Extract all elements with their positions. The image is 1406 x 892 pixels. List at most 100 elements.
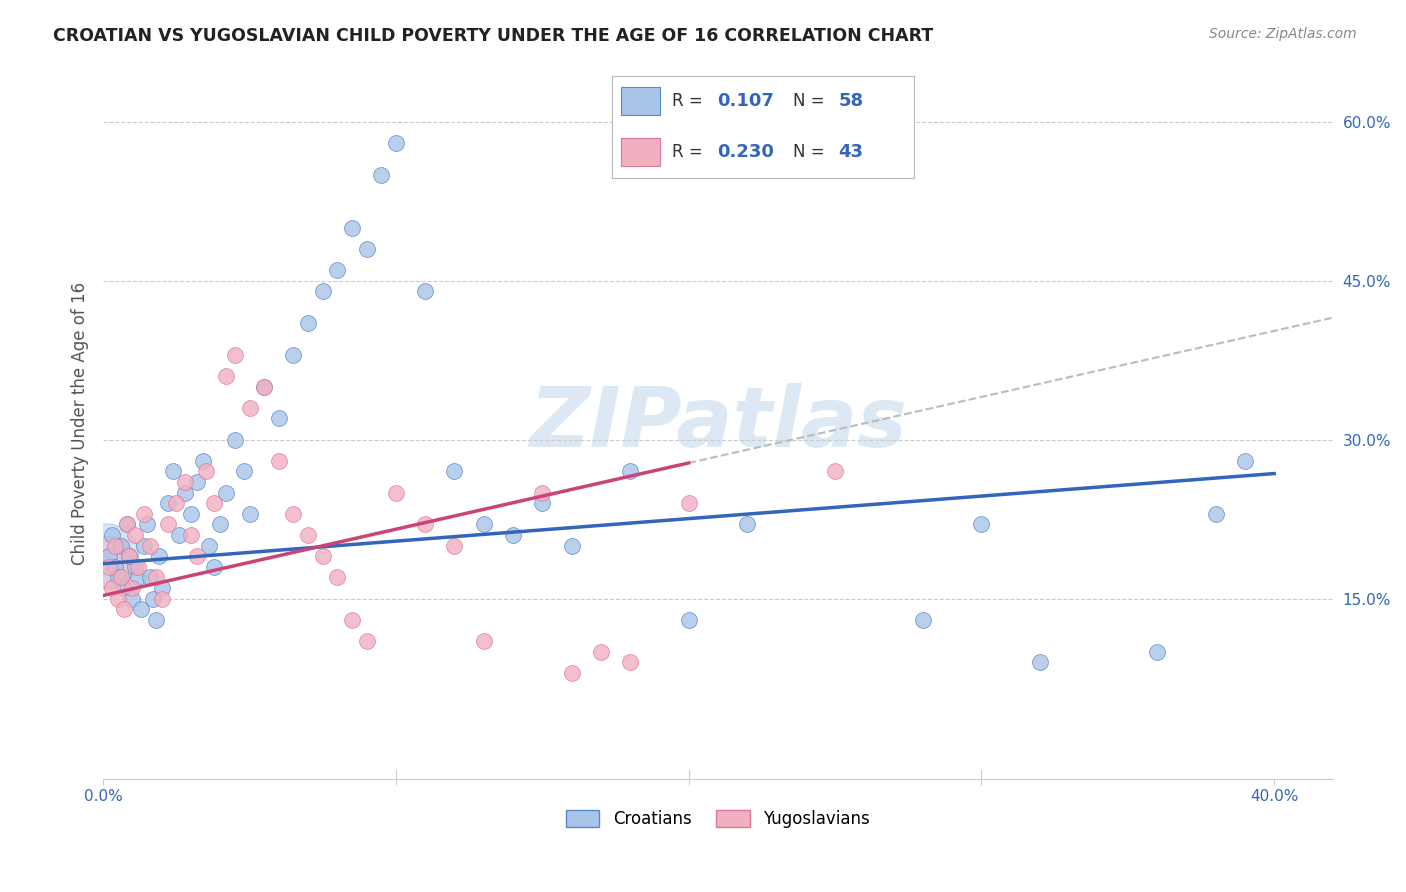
Point bbox=[283, 507, 305, 521]
Point bbox=[267, 454, 290, 468]
Point bbox=[134, 539, 156, 553]
Point bbox=[1146, 645, 1168, 659]
Point bbox=[356, 242, 378, 256]
Point bbox=[413, 517, 436, 532]
Point bbox=[561, 539, 583, 553]
Point bbox=[340, 220, 363, 235]
Point bbox=[224, 433, 246, 447]
Point bbox=[124, 528, 146, 542]
Point bbox=[238, 507, 260, 521]
Text: N =: N = bbox=[793, 144, 830, 161]
Point bbox=[124, 559, 146, 574]
Point bbox=[619, 655, 641, 669]
Point bbox=[678, 496, 700, 510]
Point bbox=[174, 475, 197, 489]
Point bbox=[443, 539, 465, 553]
Point bbox=[312, 549, 335, 564]
Text: Source: ZipAtlas.com: Source: ZipAtlas.com bbox=[1209, 27, 1357, 41]
Point bbox=[191, 454, 214, 468]
Point bbox=[98, 555, 121, 569]
Point bbox=[186, 549, 208, 564]
Point bbox=[197, 539, 219, 553]
Point bbox=[312, 284, 335, 298]
Point bbox=[735, 517, 758, 532]
Point bbox=[194, 465, 217, 479]
Point bbox=[202, 559, 225, 574]
Y-axis label: Child Poverty Under the Age of 16: Child Poverty Under the Age of 16 bbox=[72, 282, 89, 566]
Point bbox=[1205, 507, 1227, 521]
Point bbox=[101, 581, 124, 595]
Bar bbox=[620, 138, 659, 166]
Point bbox=[121, 591, 143, 606]
Text: R =: R = bbox=[672, 144, 709, 161]
Point bbox=[145, 570, 167, 584]
Point bbox=[1233, 454, 1256, 468]
Point bbox=[385, 136, 408, 150]
Point bbox=[142, 591, 165, 606]
Point bbox=[561, 665, 583, 680]
Point bbox=[121, 581, 143, 595]
Text: 43: 43 bbox=[838, 144, 863, 161]
Point bbox=[118, 549, 141, 564]
Point bbox=[174, 485, 197, 500]
Point bbox=[136, 517, 159, 532]
Point bbox=[134, 507, 156, 521]
Point bbox=[283, 348, 305, 362]
Point bbox=[150, 591, 173, 606]
Point bbox=[589, 645, 612, 659]
Point bbox=[209, 517, 232, 532]
Point bbox=[156, 496, 179, 510]
Point bbox=[145, 613, 167, 627]
Point bbox=[619, 465, 641, 479]
Bar bbox=[620, 87, 659, 115]
Text: 58: 58 bbox=[838, 92, 863, 110]
Point bbox=[678, 613, 700, 627]
Point bbox=[326, 263, 349, 277]
Point bbox=[180, 507, 202, 521]
Point bbox=[215, 485, 238, 500]
Legend: Croatians, Yugoslavians: Croatians, Yugoslavians bbox=[560, 803, 876, 835]
Point bbox=[472, 634, 495, 648]
Point bbox=[1029, 655, 1052, 669]
Point bbox=[824, 465, 846, 479]
Point bbox=[340, 613, 363, 627]
Text: 0.107: 0.107 bbox=[717, 92, 775, 110]
Point bbox=[911, 613, 934, 627]
Point bbox=[297, 528, 319, 542]
Text: 0.230: 0.230 bbox=[717, 144, 775, 161]
Point bbox=[253, 379, 276, 393]
Point bbox=[385, 485, 408, 500]
Point bbox=[101, 528, 124, 542]
Point bbox=[115, 517, 138, 532]
Point bbox=[215, 369, 238, 384]
Text: ZIPatlas: ZIPatlas bbox=[529, 384, 907, 464]
Point bbox=[267, 411, 290, 425]
Point bbox=[167, 528, 190, 542]
Point bbox=[165, 496, 187, 510]
Point bbox=[110, 570, 132, 584]
Point bbox=[107, 591, 129, 606]
Point bbox=[104, 539, 127, 553]
Point bbox=[238, 401, 260, 415]
Point bbox=[139, 539, 162, 553]
Point bbox=[94, 549, 117, 564]
Point bbox=[224, 348, 246, 362]
Point bbox=[129, 602, 152, 616]
Point bbox=[472, 517, 495, 532]
Point bbox=[370, 168, 392, 182]
Point bbox=[127, 559, 149, 574]
Point bbox=[148, 549, 170, 564]
Point bbox=[202, 496, 225, 510]
Point bbox=[186, 475, 208, 489]
Point bbox=[180, 528, 202, 542]
Point bbox=[970, 517, 993, 532]
Point bbox=[413, 284, 436, 298]
Point bbox=[232, 465, 254, 479]
Point bbox=[162, 465, 184, 479]
Text: N =: N = bbox=[793, 92, 830, 110]
Point bbox=[443, 465, 465, 479]
Point bbox=[112, 602, 135, 616]
Point bbox=[356, 634, 378, 648]
Point bbox=[297, 316, 319, 330]
Point bbox=[115, 517, 138, 532]
